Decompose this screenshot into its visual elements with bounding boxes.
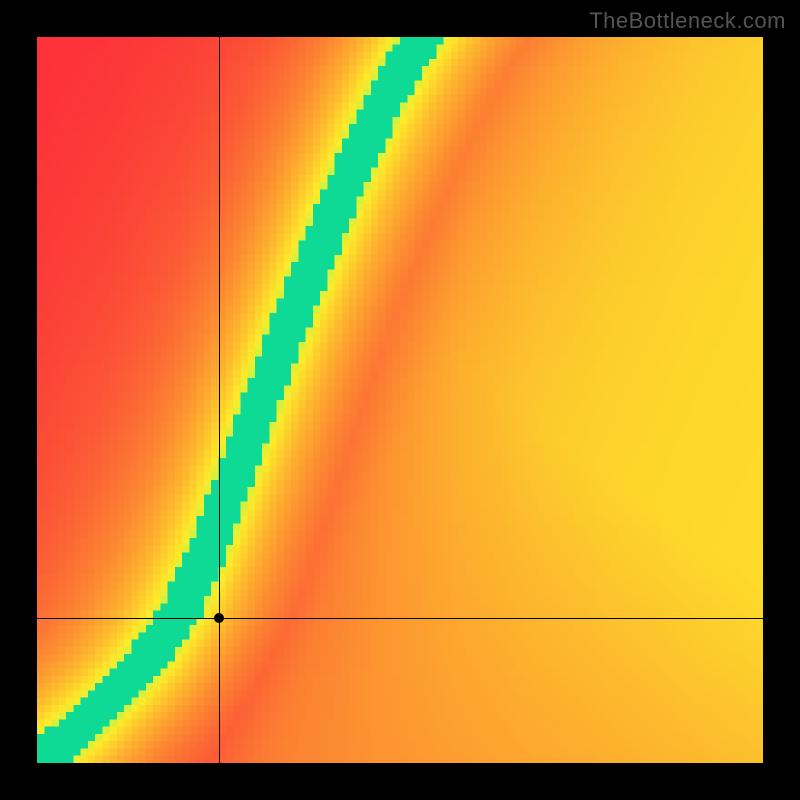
crosshair-vertical: [219, 37, 220, 763]
watermark-text: TheBottleneck.com: [589, 8, 786, 34]
heatmap-plot: [37, 37, 763, 763]
crosshair-horizontal: [37, 618, 763, 619]
heatmap-canvas: [37, 37, 763, 763]
crosshair-dot: [214, 613, 224, 623]
